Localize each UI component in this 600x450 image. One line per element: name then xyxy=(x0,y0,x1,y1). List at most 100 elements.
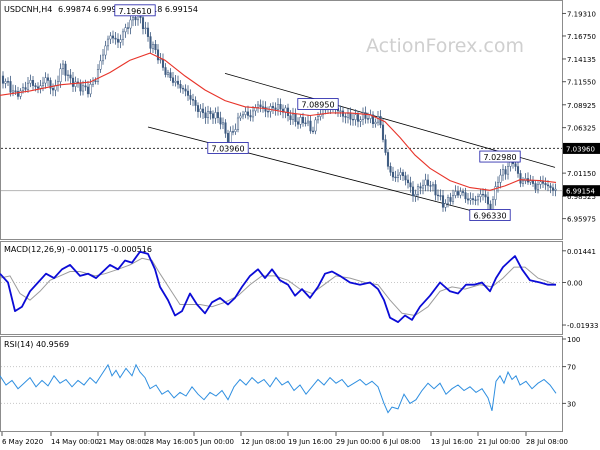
price-axis-label: 7.01150 xyxy=(567,170,596,178)
candle-body xyxy=(484,194,487,198)
candle-body xyxy=(11,90,15,93)
candle-body xyxy=(81,85,85,92)
candle-body xyxy=(374,121,377,125)
candle-body xyxy=(174,80,177,83)
candle-body xyxy=(539,181,542,185)
price-axis-label: 6.95975 xyxy=(567,216,596,224)
candle-body xyxy=(6,81,10,83)
candle-body xyxy=(24,87,27,90)
candle-body xyxy=(14,90,17,92)
candle-body xyxy=(261,106,265,108)
candle-body xyxy=(166,72,170,75)
candle-body xyxy=(84,85,87,88)
candle-body xyxy=(9,81,12,93)
candle-body xyxy=(204,112,207,119)
candle-body xyxy=(66,74,70,77)
candle-body xyxy=(346,113,350,118)
candle-body xyxy=(266,111,270,113)
candle-body xyxy=(184,88,187,92)
candle-body xyxy=(209,110,212,114)
channel-lower-line xyxy=(147,126,491,216)
candles-group xyxy=(1,6,557,220)
x-axis-label: 6 Jul 08:00 xyxy=(383,438,421,446)
candle-body xyxy=(471,198,475,201)
price-annotation-box xyxy=(297,98,339,110)
price-annotation-label: 7.19610 xyxy=(118,7,151,16)
rsi-axis-label: 30 xyxy=(567,400,576,408)
candle-body xyxy=(149,36,152,49)
x-axis-label: 13 Jul 16:00 xyxy=(431,438,473,446)
price-axis-label: 7.06325 xyxy=(567,125,596,133)
candle-body xyxy=(319,114,322,117)
candle-body xyxy=(299,116,302,125)
price-axis-label: 6.98525 xyxy=(567,193,596,201)
candle-body xyxy=(451,195,455,202)
candle-body xyxy=(396,174,400,178)
price-axis-label: 7.14135 xyxy=(567,56,596,64)
macd-axis-label: 0.01441 xyxy=(567,248,596,256)
candle-body xyxy=(74,81,77,87)
candle-body xyxy=(231,131,235,133)
candle-body xyxy=(276,104,280,110)
x-axis-label: 14 May 00:00 xyxy=(51,438,99,446)
candle-body xyxy=(546,184,550,187)
candle-body xyxy=(286,107,290,116)
candle-body xyxy=(316,116,320,121)
candle-body xyxy=(179,84,182,89)
price-annotation-label: 7.02980 xyxy=(483,153,516,162)
price-annotation-label: 6.96330 xyxy=(473,212,506,221)
candle-body xyxy=(36,86,40,89)
candle-body xyxy=(541,181,545,184)
candle-body xyxy=(251,110,255,118)
candle-body xyxy=(339,110,342,112)
candle-body xyxy=(86,86,90,95)
candle-body xyxy=(481,193,485,196)
candle-body xyxy=(101,54,105,62)
rsi-panel-frame xyxy=(0,336,563,432)
candle-body xyxy=(384,139,387,153)
rsi-axis-label: 70 xyxy=(567,364,576,372)
candle-body xyxy=(241,114,245,117)
candle-body xyxy=(391,171,395,178)
candle-body xyxy=(46,77,50,81)
candle-body xyxy=(439,195,442,197)
candle-body xyxy=(486,196,490,205)
candle-body xyxy=(239,115,242,119)
macd-line xyxy=(0,250,556,324)
x-axis-label: 5 Jun 00:00 xyxy=(194,438,234,446)
candle-body xyxy=(389,166,392,173)
candle-body xyxy=(289,115,292,120)
candle-body xyxy=(69,74,72,79)
candle-body xyxy=(44,77,47,84)
candle-body xyxy=(494,186,497,200)
candle-body xyxy=(381,124,385,140)
candle-body xyxy=(41,82,45,86)
candle-body xyxy=(504,169,507,175)
candle-body xyxy=(356,114,360,122)
candle-body xyxy=(154,44,157,51)
x-axis-label: 12 Jun 08:00 xyxy=(241,438,285,446)
candle-body xyxy=(436,194,440,197)
candle-body xyxy=(386,152,390,167)
candle-body xyxy=(159,58,162,61)
candle-body xyxy=(219,117,222,125)
candle-body xyxy=(141,17,145,29)
candle-body xyxy=(401,172,405,176)
candle-body xyxy=(361,112,365,120)
candle-body xyxy=(236,117,240,130)
candle-body xyxy=(31,80,35,86)
rsi-layer: 100 70 30 xyxy=(0,336,580,414)
candle-body xyxy=(201,108,205,114)
candle-body xyxy=(309,120,312,132)
level-price-box-label: 7.03960 xyxy=(566,145,595,153)
candle-body xyxy=(416,186,420,195)
candle-body xyxy=(529,180,532,183)
candle-body xyxy=(349,113,352,120)
candle-body xyxy=(404,175,407,181)
candle-body xyxy=(259,104,262,107)
candle-body xyxy=(366,118,370,120)
candle-body xyxy=(446,197,450,204)
level-price-box xyxy=(563,142,600,154)
macd-panel-frame xyxy=(0,241,563,335)
